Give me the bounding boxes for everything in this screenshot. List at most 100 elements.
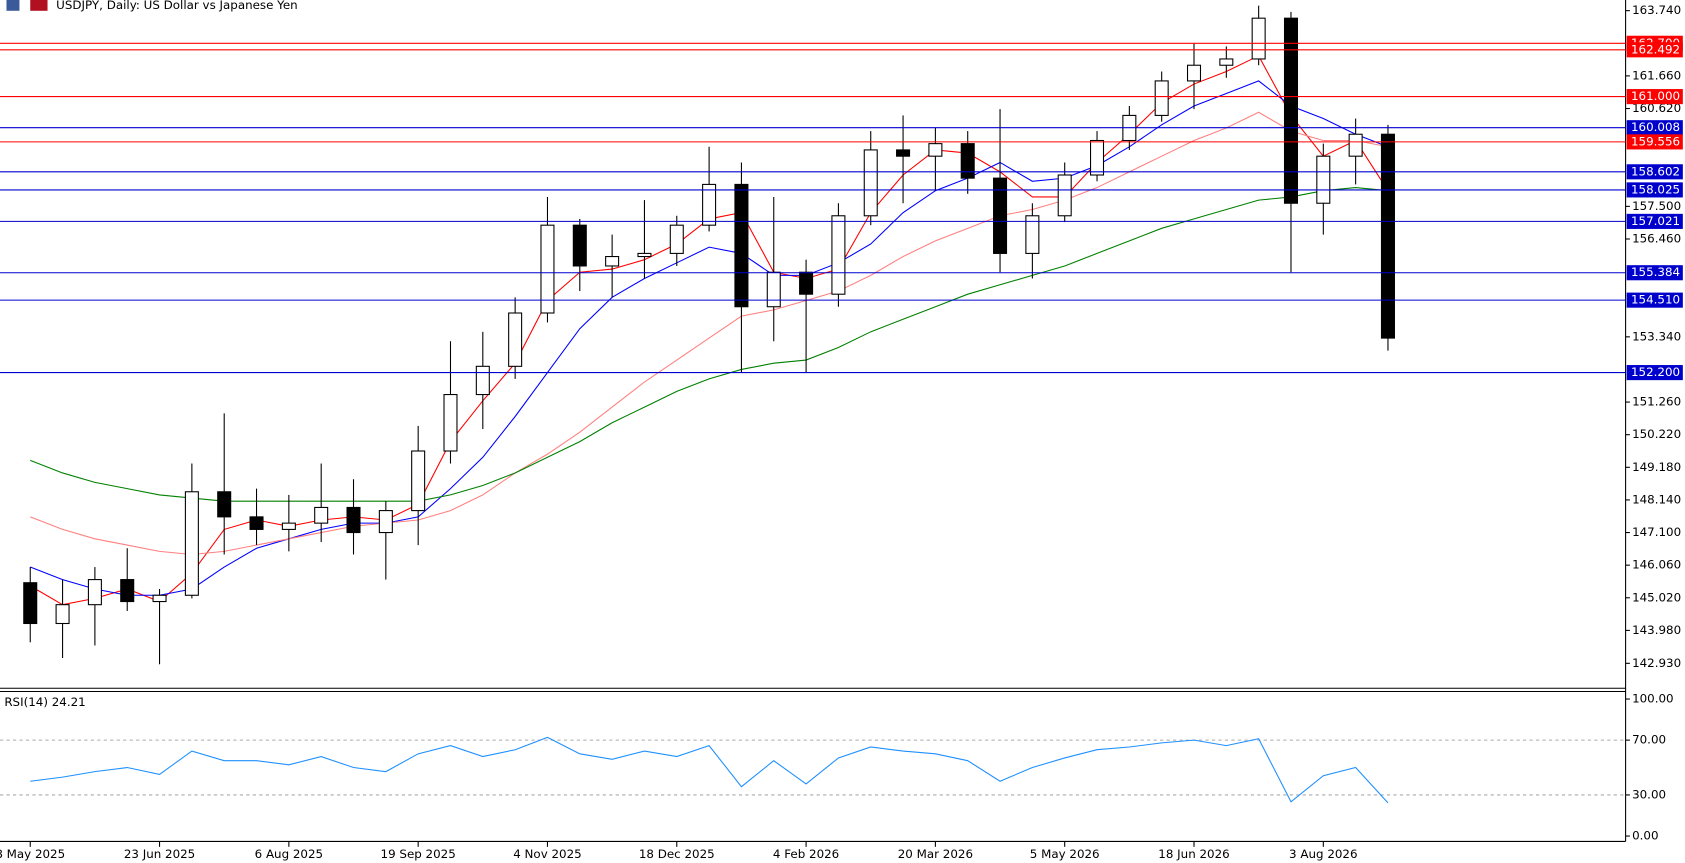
app-icon	[6, 0, 20, 11]
y-tick-label: 149.180	[1632, 460, 1681, 474]
y-tick-label: 153.340	[1632, 329, 1681, 343]
candle-body	[217, 491, 232, 518]
candle-body	[734, 183, 749, 308]
level-label-box	[1626, 42, 1683, 58]
y-tick-label: 148.140	[1632, 492, 1681, 506]
candle-body	[508, 312, 523, 367]
symbol-icon	[30, 0, 48, 11]
y-tick-label: 157.500	[1632, 199, 1681, 213]
candle-body	[184, 491, 199, 596]
level-label: 158.025	[1631, 182, 1680, 196]
chart-title: USDJPY, Daily: US Dollar vs Japanese Yen	[56, 0, 298, 12]
candle-body	[1251, 17, 1266, 60]
candle-body	[669, 224, 684, 254]
x-tick-label: 18 Dec 2025	[639, 847, 715, 861]
y-tick-label: 70.00	[1632, 733, 1666, 747]
candle-body	[1057, 174, 1072, 217]
candle-body	[766, 271, 781, 308]
candle-body	[637, 252, 652, 258]
y-tick-label: 150.220	[1632, 427, 1681, 441]
level-label: 161.000	[1631, 89, 1680, 103]
x-tick-label: 8 May 2025	[0, 847, 65, 861]
x-tick-label: 19 Sep 2025	[381, 847, 456, 861]
y-tick-label: 151.260	[1632, 395, 1681, 409]
y-tick-label: 30.00	[1632, 787, 1666, 801]
candle-body	[1316, 155, 1331, 204]
x-tick-label: 3 Aug 2026	[1289, 847, 1357, 861]
level-label-box	[1626, 182, 1683, 198]
candle-body	[87, 579, 102, 606]
level-label-box	[1626, 265, 1683, 281]
candle-body	[314, 506, 329, 524]
level-label: 152.200	[1631, 365, 1680, 379]
y-tick-label: 146.060	[1632, 558, 1681, 572]
y-tick-label: 147.100	[1632, 525, 1681, 539]
candle-body	[411, 450, 426, 512]
candle-body	[1090, 139, 1105, 176]
candle-body	[281, 522, 296, 530]
candle-body	[799, 271, 814, 295]
level-label-box	[1626, 365, 1683, 381]
candle-body	[378, 510, 393, 534]
level-label-box	[1626, 213, 1683, 229]
level-label: 159.556	[1631, 134, 1680, 148]
candle-body	[443, 394, 458, 452]
candle-body	[346, 506, 361, 534]
y-tick-label: 100.00	[1632, 692, 1674, 706]
candle-body	[475, 365, 490, 396]
candle-body	[605, 256, 620, 267]
candle-body	[993, 177, 1008, 254]
level-label-box	[1626, 292, 1683, 308]
level-label: 155.384	[1631, 265, 1680, 279]
x-tick-label: 4 Nov 2025	[513, 847, 581, 861]
candle-body	[1025, 215, 1040, 254]
level-label: 154.510	[1631, 293, 1680, 307]
x-tick-label: 23 Jun 2025	[124, 847, 195, 861]
y-tick-label: 0.00	[1632, 829, 1658, 843]
candle-body	[120, 579, 135, 603]
level-label-box	[1626, 89, 1683, 105]
level-label: 157.021	[1631, 214, 1680, 228]
candle-body	[23, 582, 38, 625]
level-label-box	[1626, 134, 1683, 150]
y-tick-label: 163.740	[1632, 3, 1681, 17]
candle-body	[249, 516, 264, 530]
candle-body	[702, 183, 717, 226]
level-label: 158.602	[1631, 164, 1680, 178]
candle-body	[572, 224, 587, 267]
level-label-box	[1626, 164, 1683, 180]
candle-body	[1186, 64, 1202, 82]
candle-body	[540, 224, 555, 314]
y-tick-label: 143.980	[1632, 623, 1681, 637]
candle-body	[863, 149, 878, 217]
x-tick-label: 4 Feb 2026	[773, 847, 839, 861]
candle-body	[152, 594, 167, 603]
level-label: 160.008	[1631, 120, 1680, 134]
candle-body	[1348, 133, 1363, 157]
candle-body	[831, 215, 846, 295]
candle-body	[960, 143, 975, 179]
candle-body	[1219, 58, 1234, 66]
rsi-title: RSI(14) 24.21	[4, 695, 85, 709]
candle-body	[1283, 17, 1299, 204]
y-tick-label: 156.460	[1632, 231, 1681, 245]
candle-body	[928, 143, 943, 157]
y-tick-label: 142.930	[1632, 656, 1681, 670]
candle-body	[1380, 133, 1395, 339]
level-label-box	[1626, 120, 1683, 136]
x-tick-label: 18 Jun 2026	[1158, 847, 1229, 861]
candle-body	[55, 604, 70, 625]
x-tick-label: 20 Mar 2026	[898, 847, 973, 861]
y-tick-label: 145.020	[1632, 590, 1681, 604]
y-tick-label: 160.620	[1632, 101, 1681, 115]
rsi-line	[30, 736, 1389, 804]
level-label: 162.492	[1631, 42, 1680, 56]
x-tick-label: 6 Aug 2025	[255, 847, 323, 861]
x-tick-label: 5 May 2026	[1030, 847, 1100, 861]
y-tick-label: 161.660	[1632, 68, 1681, 82]
moving-average	[30, 80, 1389, 596]
candle-body	[1154, 80, 1169, 116]
candle-body	[896, 149, 911, 157]
